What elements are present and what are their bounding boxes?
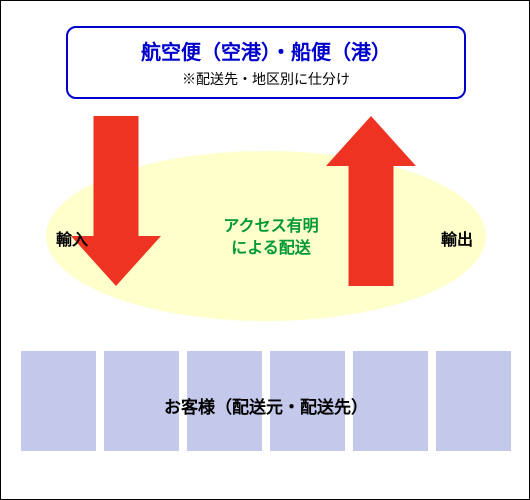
center-line2: による配送 (231, 240, 311, 257)
bottom-label: お客様（配送元・配送先） (1, 393, 530, 418)
import-label: 輸入 (56, 226, 88, 250)
arrow-up-icon (326, 116, 416, 286)
top-box: 航空便（空港）・船便（港） ※配送先・地区別に仕分け (66, 26, 466, 99)
center-line1: アクセス有明 (223, 218, 318, 235)
arrow-down-icon (71, 116, 161, 286)
top-subtitle: ※配送先・地区別に仕分け (78, 69, 454, 89)
top-title: 航空便（空港）・船便（港） (78, 36, 454, 65)
export-label: 輸出 (441, 226, 473, 250)
center-text: アクセス有明 による配送 (201, 216, 341, 259)
diagram-frame: 航空便（空港）・船便（港） ※配送先・地区別に仕分け アクセス有明 による配送 … (0, 0, 530, 500)
